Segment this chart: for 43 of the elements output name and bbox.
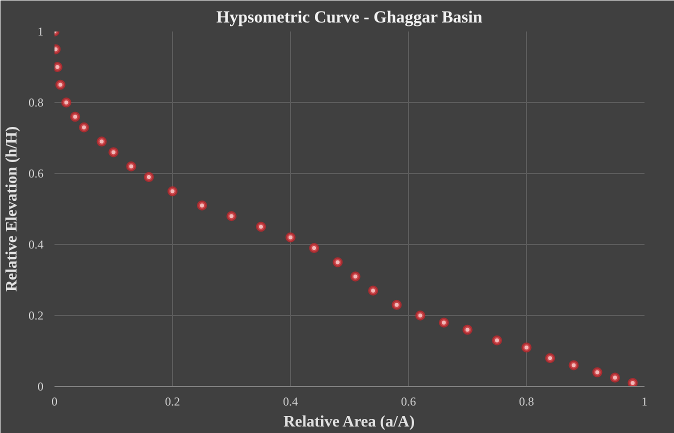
point — [256, 222, 266, 232]
x-tick-label: 1 — [642, 394, 648, 408]
point — [628, 378, 638, 386]
point — [415, 310, 426, 320]
point — [568, 360, 579, 370]
point — [55, 80, 66, 90]
point — [545, 353, 556, 364]
point — [79, 122, 89, 132]
point — [350, 271, 360, 282]
point — [592, 367, 602, 378]
point — [492, 335, 502, 346]
point — [309, 243, 320, 254]
point — [108, 147, 118, 158]
y-tick-label: 0.2 — [28, 308, 44, 322]
point — [226, 211, 236, 222]
point — [96, 136, 107, 147]
y-tick-label: 0.6 — [28, 166, 44, 180]
point — [332, 257, 343, 268]
point — [61, 98, 72, 108]
point — [438, 318, 449, 328]
point — [610, 372, 620, 383]
point — [70, 112, 80, 122]
x-axis-title: Relative Area (a/A) — [283, 414, 415, 430]
x-tick-label: 0.2 — [165, 394, 180, 408]
y-tick-label: 0 — [38, 380, 44, 394]
point — [168, 186, 178, 196]
point — [197, 200, 207, 210]
point — [522, 342, 532, 352]
point — [144, 172, 154, 182]
y-tick-label: 0.4 — [28, 238, 44, 252]
point — [286, 232, 296, 242]
x-tick-label: 0.6 — [401, 394, 416, 408]
x-tick-label: 0 — [52, 394, 58, 408]
point — [392, 300, 402, 310]
point — [462, 324, 472, 335]
chart-title: Hypsometric Curve - Ghaggar Basin — [216, 8, 483, 26]
x-tick-label: 0.4 — [283, 394, 298, 408]
point — [368, 286, 378, 296]
x-tick-label: 0.8 — [519, 394, 534, 408]
point — [126, 161, 136, 172]
y-axis-title: Relative Elevation (h/H) — [4, 126, 20, 292]
y-tick-label: 0.8 — [28, 96, 44, 110]
y-tick-label: 1 — [38, 24, 44, 38]
